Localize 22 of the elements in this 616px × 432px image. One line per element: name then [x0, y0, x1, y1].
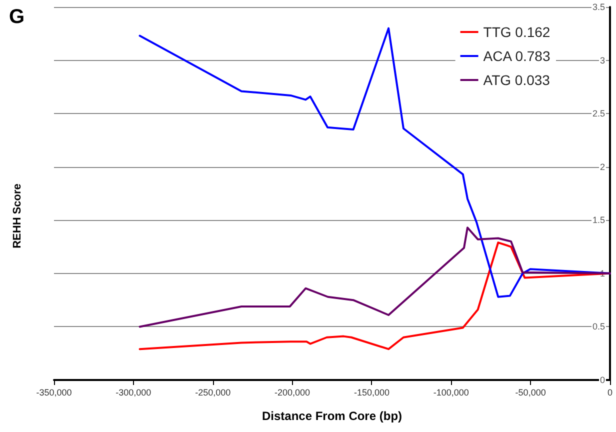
- x-tick-label: -100,000: [433, 388, 469, 398]
- legend-label: ACA 0.783: [483, 48, 550, 64]
- x-tick-label: -200,000: [274, 388, 310, 398]
- x-tick-label: 0: [607, 388, 613, 398]
- y-tick-label: 1.5: [592, 215, 605, 226]
- y-axis-title: REHH Score: [12, 184, 24, 248]
- y-tick-label: 3.5: [592, 2, 605, 12]
- x-axis-title: Distance From Core (bp): [262, 409, 402, 423]
- y-tick-label: 0.5: [592, 322, 605, 332]
- x-tick-label: -250,000: [195, 388, 231, 398]
- y-tick-label: 2.5: [592, 108, 605, 119]
- line-series: [138, 226, 611, 328]
- x-tick-label: -150,000: [354, 388, 390, 398]
- x-tick-label: -350,000: [36, 388, 72, 398]
- x-tick-label: -300,000: [116, 388, 152, 398]
- y-tick-label: 3: [600, 55, 605, 66]
- x-tick-label: -50,000: [515, 388, 546, 398]
- legend-label: TTG 0.162: [483, 24, 550, 40]
- chart-title: G: [9, 6, 25, 28]
- y-tick-label: 2: [600, 162, 605, 172]
- y-tick-label: 0: [600, 375, 605, 385]
- legend-label: ATG 0.033: [483, 72, 550, 88]
